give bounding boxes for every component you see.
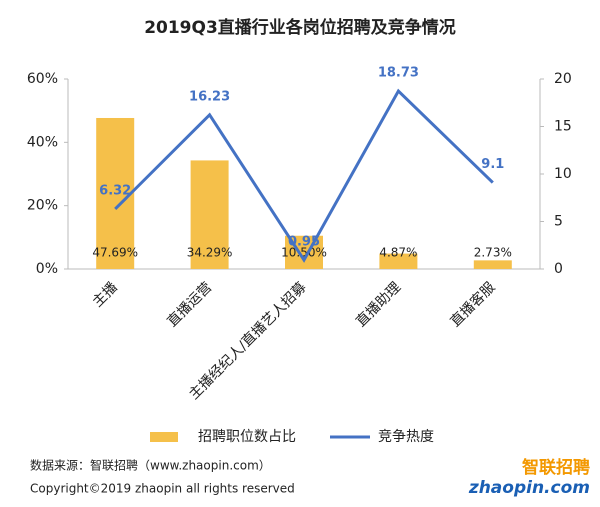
logo-en: zhaopin.com bbox=[468, 478, 590, 498]
y2-tick-label: 20 bbox=[554, 71, 572, 87]
line-value-label: 9.1 bbox=[481, 157, 504, 172]
line-value-label: 16.23 bbox=[189, 89, 230, 104]
line-value-label: 6.32 bbox=[99, 183, 131, 198]
y2-tick-label: 10 bbox=[554, 166, 572, 182]
y2-tick-label: 15 bbox=[554, 119, 572, 135]
line bbox=[114, 88, 494, 263]
chart-title: 2019Q3直播行业各岗位招聘及竞争情况 bbox=[144, 17, 456, 38]
bar-value-label: 10.50% bbox=[281, 246, 327, 260]
bar bbox=[473, 260, 512, 269]
y-tick-label: 40% bbox=[27, 134, 58, 150]
y2-tick-label: 0 bbox=[554, 261, 563, 277]
y-tick-label: 60% bbox=[27, 71, 58, 87]
line-value-label: 18.73 bbox=[378, 66, 419, 81]
y-tick-label: 20% bbox=[27, 198, 58, 214]
legend-label: 招聘职位数占比 bbox=[198, 429, 296, 445]
logo-cn: 智联招聘 bbox=[522, 457, 590, 478]
bar-value-label: 4.87% bbox=[379, 246, 417, 260]
source-note: 数据来源：智联招聘（www.zhaopin.com） bbox=[30, 458, 271, 473]
bar bbox=[190, 160, 229, 269]
bar bbox=[96, 117, 135, 270]
bar-value-label: 34.29% bbox=[187, 246, 233, 260]
bar-value-label: 2.73% bbox=[474, 246, 512, 260]
y-tick-label: 0% bbox=[36, 261, 58, 277]
bar-value-label: 47.69% bbox=[92, 246, 138, 260]
copyright: Copyright©2019 zhaopin all rights reserv… bbox=[30, 482, 295, 496]
legend-label: 竞争热度 bbox=[378, 428, 434, 445]
legend-swatch bbox=[150, 432, 178, 442]
y2-tick-label: 5 bbox=[554, 214, 563, 230]
line-value-label: 0.95 bbox=[288, 234, 320, 249]
bar bbox=[379, 253, 418, 269]
